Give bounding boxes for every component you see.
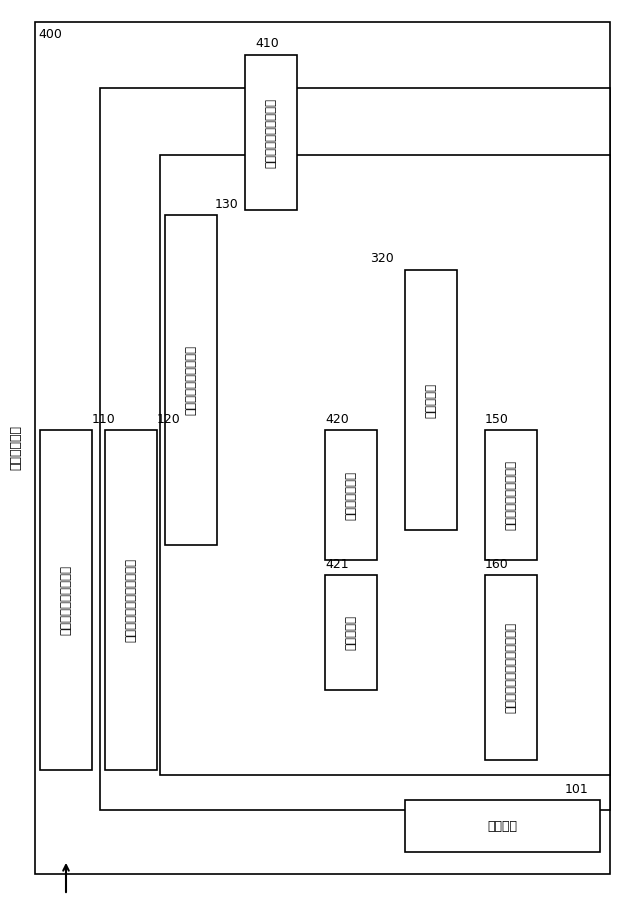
Text: 400: 400	[38, 28, 62, 41]
Text: 320: 320	[370, 252, 394, 265]
Bar	[485, 430, 537, 560]
Text: 420: 420	[325, 413, 349, 426]
Text: 120: 120	[157, 413, 180, 426]
Text: 130: 130	[215, 198, 239, 211]
Bar	[405, 270, 457, 530]
Text: 位置相違算出部: 位置相違算出部	[344, 470, 358, 520]
Text: 表示制御装置: 表示制御装置	[10, 425, 22, 470]
Text: 表示画面: 表示画面	[488, 820, 518, 833]
Text: 基点コンテンツ表示部: 基点コンテンツ表示部	[264, 97, 278, 168]
Text: 160: 160	[485, 558, 509, 571]
Bar	[485, 575, 537, 760]
Bar	[325, 430, 377, 560]
Text: 410: 410	[255, 37, 279, 50]
Bar	[100, 88, 610, 810]
Text: 張力表示部: 張力表示部	[424, 382, 438, 417]
Text: 張力算出部: 張力算出部	[344, 615, 358, 650]
Bar	[105, 430, 157, 770]
Text: 101: 101	[565, 783, 589, 796]
Text: フォーカス位置取得部: フォーカス位置取得部	[184, 345, 198, 415]
Text: 421: 421	[325, 558, 349, 571]
Bar	[35, 22, 610, 874]
Text: 第一コンテンツリスト表示部: 第一コンテンツリスト表示部	[504, 622, 518, 713]
Text: 第一スクロール処理部: 第一スクロール処理部	[504, 460, 518, 530]
Text: 150: 150	[485, 413, 509, 426]
Bar	[325, 575, 377, 690]
Text: 基点コンテンツ選択部: 基点コンテンツ選択部	[60, 565, 72, 635]
Bar	[405, 800, 600, 852]
Text: 基点コンテンツ位置取得部: 基点コンテンツ位置取得部	[125, 558, 138, 642]
Text: 110: 110	[92, 413, 116, 426]
Bar	[165, 215, 217, 545]
Bar	[245, 55, 297, 210]
Bar	[160, 155, 610, 775]
Bar	[40, 430, 92, 770]
